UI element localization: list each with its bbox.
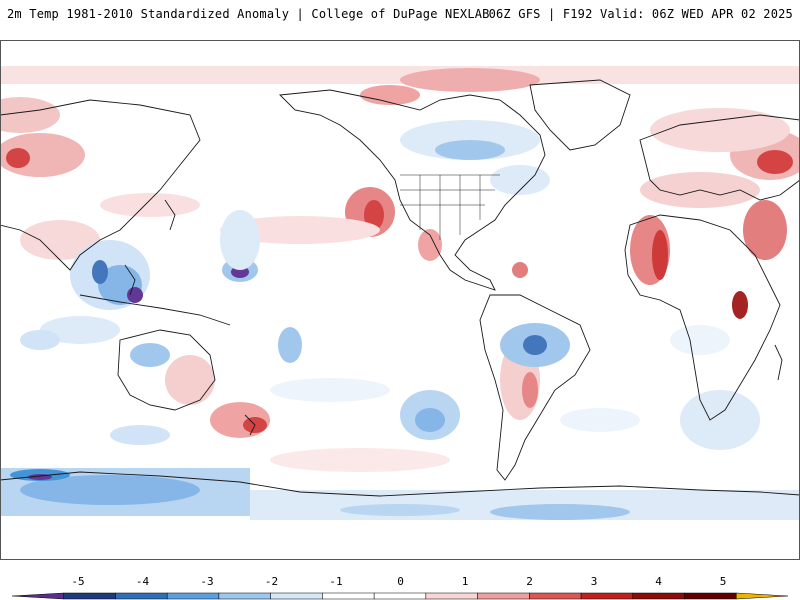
colorbar-segment bbox=[477, 592, 530, 600]
cool-anomaly bbox=[415, 408, 445, 432]
warm-anomaly bbox=[512, 262, 528, 278]
japan-outline bbox=[164, 199, 176, 231]
cool-anomaly bbox=[20, 330, 60, 350]
colorbar: -5 -4 -3 -2 -1 0 1 2 3 4 5 bbox=[11, 575, 789, 600]
philippines-outline bbox=[124, 264, 136, 296]
colorbar-tick-label: 1 bbox=[462, 575, 469, 588]
warm-anomaly bbox=[6, 148, 30, 168]
colorbar-tick-label: 4 bbox=[655, 575, 662, 588]
colorbar-segment bbox=[322, 592, 375, 600]
cool-anomaly bbox=[340, 504, 460, 516]
colorbar-segment bbox=[11, 592, 64, 600]
warm-anomaly bbox=[100, 193, 200, 217]
warm-anomaly bbox=[220, 216, 380, 244]
indonesia-outline bbox=[79, 294, 231, 326]
colorbar-segment bbox=[63, 592, 116, 600]
colorbar-tick-label: -2 bbox=[265, 575, 278, 588]
warm-anomaly bbox=[270, 448, 450, 472]
colorbar-segment bbox=[166, 592, 220, 600]
colorbar-tick-label: -4 bbox=[136, 575, 150, 588]
colorbar-segment bbox=[218, 592, 271, 600]
warm-anomaly bbox=[364, 200, 384, 230]
cool-anomaly bbox=[680, 390, 760, 450]
warm-anomaly bbox=[650, 108, 790, 152]
africa-outline bbox=[624, 214, 781, 421]
warm-anomaly bbox=[360, 85, 420, 105]
colorbar-tick-label: 0 bbox=[397, 575, 404, 588]
colorbar-segments bbox=[11, 592, 789, 600]
cool-anomaly bbox=[490, 504, 630, 520]
colorbar-segment bbox=[373, 592, 427, 600]
greenland-outline bbox=[529, 79, 631, 151]
colorbar-segment bbox=[580, 592, 634, 600]
warm-anomaly bbox=[400, 68, 540, 92]
header: 2m Temp 1981-2010 Standardized Anomaly |… bbox=[0, 0, 800, 40]
australia-outline bbox=[117, 329, 216, 411]
cool-anomaly bbox=[270, 378, 390, 402]
south-america-outline bbox=[479, 294, 591, 481]
warm-anomaly bbox=[652, 230, 668, 280]
cool-anomaly bbox=[220, 210, 260, 270]
new-zealand-outline bbox=[244, 414, 256, 436]
cool-anomaly bbox=[490, 165, 550, 195]
cool-anomaly bbox=[278, 327, 302, 363]
colorbar-segment bbox=[684, 592, 737, 600]
warm-anomaly bbox=[522, 372, 538, 408]
cool-anomaly bbox=[110, 425, 170, 445]
cool-anomaly bbox=[523, 335, 547, 355]
cool-anomaly bbox=[20, 475, 200, 505]
colorbar-tick-label: 2 bbox=[526, 575, 533, 588]
cool-anomaly bbox=[40, 316, 120, 344]
cool-anomaly bbox=[130, 343, 170, 367]
model-run-info: 06Z GFS | F192 Valid: 06Z WED APR 02 202… bbox=[488, 7, 793, 21]
us-states-grid bbox=[400, 174, 500, 240]
warm-anomaly bbox=[165, 355, 215, 405]
warm-anomaly bbox=[0, 97, 60, 133]
warm-anomaly bbox=[0, 66, 800, 84]
colorbar-segment bbox=[270, 592, 323, 600]
colorbar-segment bbox=[115, 592, 168, 600]
antarctica-outline bbox=[0, 471, 800, 497]
colorbar-segment bbox=[736, 592, 789, 600]
colorbar-segment bbox=[529, 592, 582, 600]
colorbar-tick-label: 5 bbox=[720, 575, 727, 588]
colorbar-labels: -5 -4 -3 -2 -1 0 1 2 3 4 5 bbox=[71, 575, 726, 588]
north-america-outline bbox=[279, 89, 546, 291]
coastlines bbox=[0, 79, 800, 497]
cool-anomaly bbox=[560, 408, 640, 432]
warm-anomaly bbox=[20, 220, 100, 260]
warm-anomaly bbox=[743, 200, 787, 260]
cool-anomaly bbox=[92, 260, 108, 284]
cool-anomaly bbox=[435, 140, 505, 160]
map-title: 2m Temp 1981-2010 Standardized Anomaly |… bbox=[7, 7, 490, 21]
europe-outline bbox=[639, 114, 800, 201]
cool-anomaly bbox=[670, 325, 730, 355]
asia-outline bbox=[0, 99, 201, 271]
anomaly-field bbox=[0, 66, 800, 520]
warm-anomaly bbox=[757, 150, 793, 174]
warm-anomaly bbox=[732, 291, 748, 319]
madagascar-outline bbox=[774, 344, 783, 381]
anomaly-map bbox=[0, 40, 800, 560]
colorbar-tick-label: 3 bbox=[591, 575, 598, 588]
warm-anomaly bbox=[418, 229, 442, 261]
cool-anomaly bbox=[127, 287, 143, 303]
colorbar-segment bbox=[425, 592, 478, 600]
colorbar-tick-label: -1 bbox=[329, 575, 342, 588]
colorbar-tick-label: -3 bbox=[200, 575, 213, 588]
colorbar-segment bbox=[632, 592, 685, 600]
colorbar-tick-label: -5 bbox=[71, 575, 84, 588]
